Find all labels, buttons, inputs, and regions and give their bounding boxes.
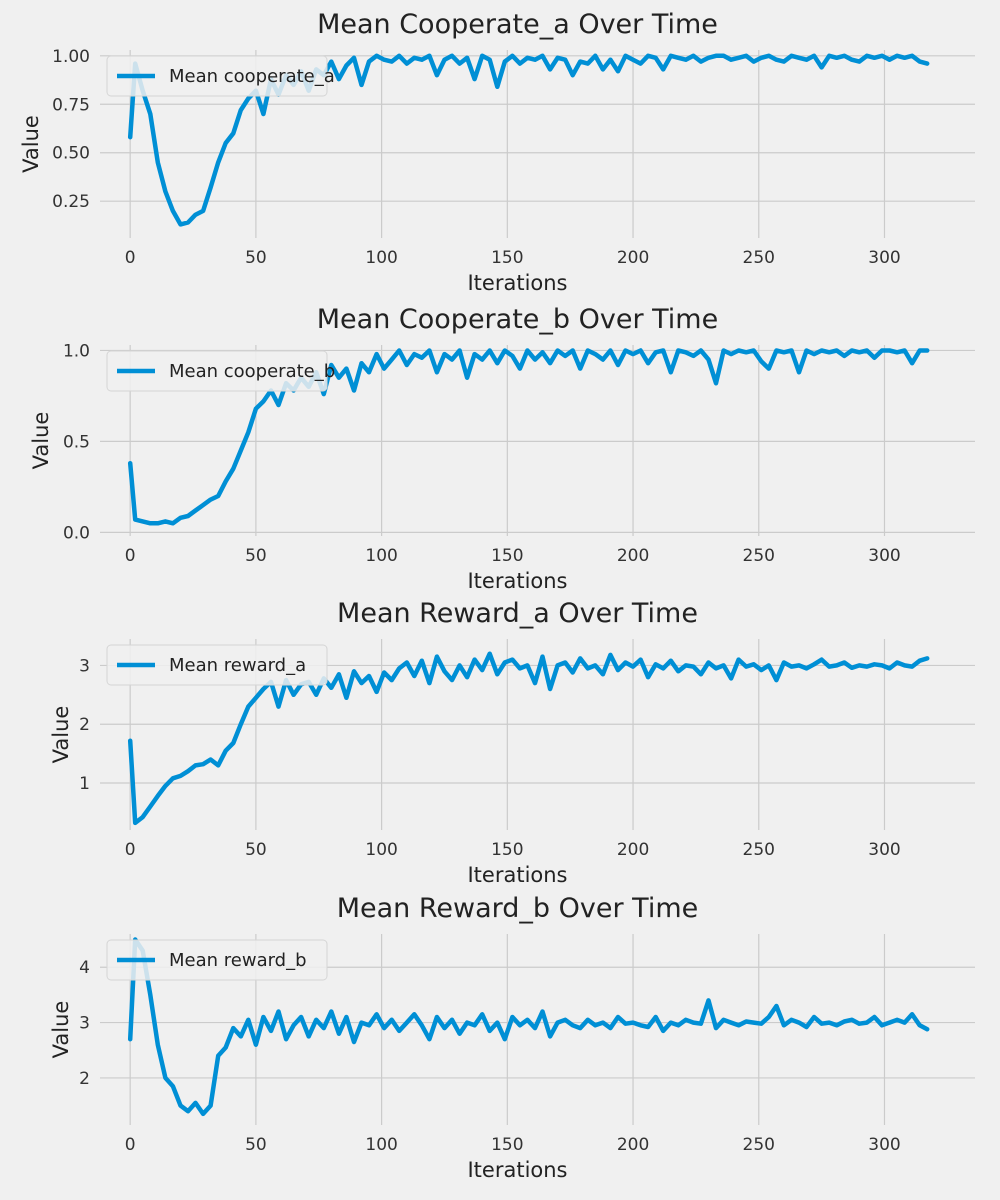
- x-tick-label: 150: [491, 248, 523, 268]
- y-tick-label: 1.0: [63, 341, 90, 361]
- x-tick-label: 300: [868, 546, 900, 566]
- x-tick-label: 200: [617, 248, 649, 268]
- x-axis-label: Iterations: [467, 1158, 567, 1182]
- chart-panel-4: 0 50 100 150 200 250 300 2 3 4 Mean Reward_b Over …: [49, 893, 975, 1182]
- x-axis-label: Iterations: [467, 271, 567, 295]
- y-tick-label: 0.25: [52, 192, 90, 212]
- legend-label: Mean reward_b: [169, 950, 307, 971]
- x-tick-label: 250: [743, 1135, 775, 1155]
- x-tick-label: 250: [743, 840, 775, 860]
- y-axis-label: Value: [29, 412, 53, 470]
- series-line-1: [127, 53, 930, 227]
- x-tick-label: 150: [491, 1135, 523, 1155]
- legend: Mean reward_b: [106, 939, 328, 981]
- series-line-1: [127, 651, 930, 826]
- x-tick-label: 50: [245, 1135, 267, 1155]
- legend: Mean reward_a: [106, 644, 328, 686]
- y-tick-label: 2: [79, 715, 90, 735]
- x-tick-label: 200: [617, 546, 649, 566]
- x-tick-label: 200: [617, 840, 649, 860]
- x-tick-label: 200: [617, 1135, 649, 1155]
- legend: Mean cooperate_a: [106, 55, 335, 97]
- x-tick-label: 100: [365, 248, 397, 268]
- y-tick-label: 1: [79, 774, 90, 794]
- y-axis-label: Value: [19, 115, 43, 173]
- x-tick-label: 100: [365, 840, 397, 860]
- x-tick-label: 0: [125, 1135, 136, 1155]
- chart-title: Mean Cooperate_b Over Time: [317, 304, 718, 335]
- y-tick-label: 0.50: [52, 144, 90, 164]
- chart-title: Mean Reward_a Over Time: [337, 598, 698, 629]
- y-tick-label: 3: [79, 1014, 90, 1034]
- chart-panel-2: 0 50 100 150 200 250 300 0.0 0.5 1.0 Mean Cooperat…: [29, 304, 975, 593]
- x-tick-label: 0: [125, 546, 136, 566]
- x-tick-label: 50: [245, 840, 267, 860]
- y-tick-label: 4: [79, 958, 90, 978]
- x-tick-label: 300: [868, 1135, 900, 1155]
- legend-label: Mean cooperate_a: [169, 66, 335, 87]
- chart-title: Mean Reward_b Over Time: [337, 893, 699, 924]
- x-tick-label: 100: [365, 546, 397, 566]
- y-tick-label: 0.75: [52, 95, 90, 115]
- legend-box: [106, 55, 328, 97]
- legend-box: [106, 350, 328, 392]
- x-tick-label: 0: [125, 248, 136, 268]
- x-tick-label: 300: [868, 840, 900, 860]
- y-tick-label: 0.0: [63, 523, 90, 543]
- legend-label: Mean cooperate_b: [169, 361, 335, 382]
- chart-title: Mean Cooperate_a Over Time: [317, 9, 718, 40]
- series-line-1: [127, 937, 930, 1117]
- legend: Mean cooperate_b: [106, 350, 335, 392]
- legend-box: [106, 939, 328, 981]
- series-line-1: [127, 348, 930, 526]
- x-tick-label: 250: [743, 546, 775, 566]
- y-tick-label: 1.00: [52, 47, 90, 67]
- x-tick-label: 50: [245, 546, 267, 566]
- y-tick-label: 3: [79, 656, 90, 676]
- y-tick-label: 0.5: [63, 432, 90, 452]
- x-tick-label: 150: [491, 546, 523, 566]
- x-tick-label: 0: [125, 840, 136, 860]
- x-axis-label: Iterations: [467, 569, 567, 593]
- x-tick-label: 50: [245, 248, 267, 268]
- x-tick-label: 250: [743, 248, 775, 268]
- chart-panel-3: 0 50 100 150 200 250 300 1 2 3 Mean Reward_a Over …: [49, 598, 975, 887]
- x-tick-label: 100: [365, 1135, 397, 1155]
- y-axis-label: Value: [49, 1001, 73, 1059]
- legend-label: Mean reward_a: [169, 655, 306, 676]
- x-tick-label: 300: [868, 248, 900, 268]
- x-axis-label: Iterations: [467, 863, 567, 887]
- y-tick-label: 2: [79, 1069, 90, 1089]
- x-tick-label: 150: [491, 840, 523, 860]
- y-axis-label: Value: [49, 706, 73, 764]
- legend-box: [106, 644, 328, 686]
- chart-panel-1: 0 50 100 150 200 250 300 0.25 0.50 0.75 1.00 Mean C…: [19, 9, 975, 295]
